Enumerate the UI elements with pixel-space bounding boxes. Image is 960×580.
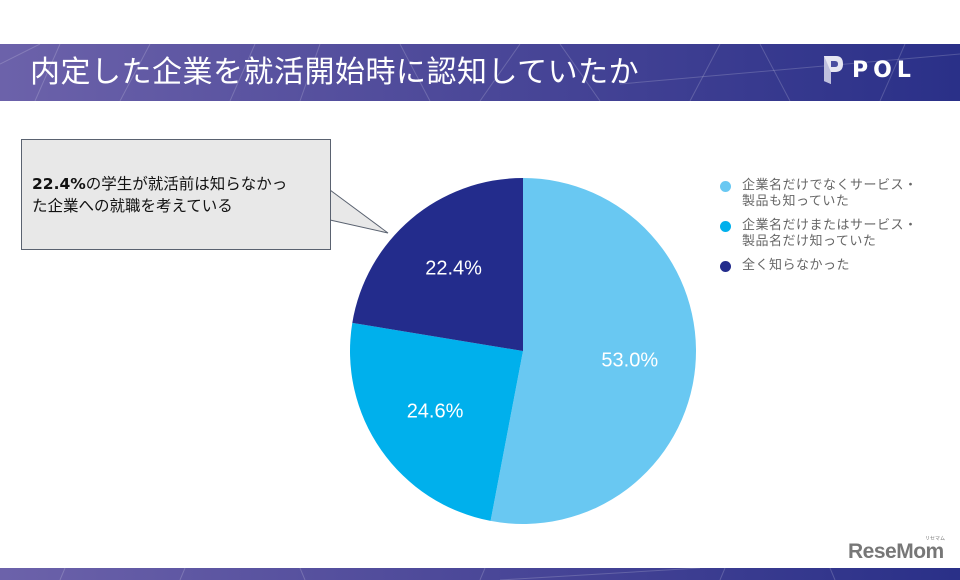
callout-line1: の学生が就活前は知らなかっ [85,175,288,193]
callout-box: 22.4%の学生が就活前は知らなかっ た企業への就職を考えている [21,139,331,250]
footer-decoration [59,568,836,580]
pol-logo: POL [822,55,916,85]
header-decoration [0,44,960,101]
header-band: 内定した企業を就活開始時に認知していたか POL [0,44,960,101]
callout-text: 22.4%の学生が就活前は知らなかっ た企業への就職を考えている [32,173,328,217]
page-title: 内定した企業を就活開始時に認知していたか [30,55,640,90]
footer-band [0,568,960,580]
legend-dot-icon [720,181,731,192]
chart-legend: 企業名だけでなくサービス・ 製品も知っていた 企業名だけまたはサービス・ 製品名だけ… [717,178,947,282]
pie-label-slice-2: 22.4% [425,257,482,280]
legend-dot-icon [720,261,731,272]
pie-slice-0 [490,178,697,524]
pie-slice-1 [350,322,523,521]
logo-text: POL [852,57,916,83]
pie-slice-2 [352,178,523,351]
legend-item: 全く知らなかった [717,258,947,274]
legend-item: 企業名だけまたはサービス・ 製品名だけ知っていた [717,218,947,250]
callout-highlight: 22.4% [32,175,86,193]
pol-p-logo-icon [824,56,843,84]
callout-line2: た企業への就職を考えている [32,197,233,215]
resemom-logo: ReseMom [848,540,944,563]
legend-item: 企業名だけでなくサービス・ 製品も知っていた [717,178,947,210]
legend-label: 全く知らなかった [742,258,851,273]
legend-label: 企業名だけでなくサービス・ 製品も知っていた [742,178,918,209]
pie-label-slice-0: 53.0% [601,349,659,372]
pie-label-slice-1: 24.6% [406,400,464,423]
legend-dot-icon [720,221,731,232]
brand-ruby: リセマム [925,536,946,542]
legend-label: 企業名だけまたはサービス・ 製品名だけ知っていた [742,218,918,249]
